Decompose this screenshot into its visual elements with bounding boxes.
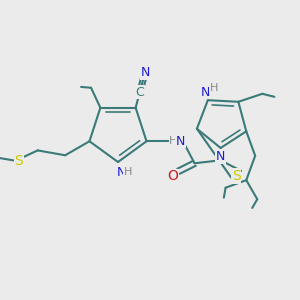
Text: N: N <box>141 66 150 80</box>
Text: H: H <box>210 83 218 93</box>
Text: H: H <box>169 136 178 146</box>
Text: N: N <box>176 135 185 148</box>
Text: N: N <box>116 166 126 178</box>
Text: C: C <box>135 86 144 99</box>
Text: S: S <box>232 169 241 183</box>
Text: N: N <box>201 86 211 99</box>
Text: O: O <box>167 169 178 183</box>
Text: S: S <box>14 154 23 168</box>
Text: N: N <box>216 151 225 164</box>
Text: H: H <box>124 167 132 177</box>
